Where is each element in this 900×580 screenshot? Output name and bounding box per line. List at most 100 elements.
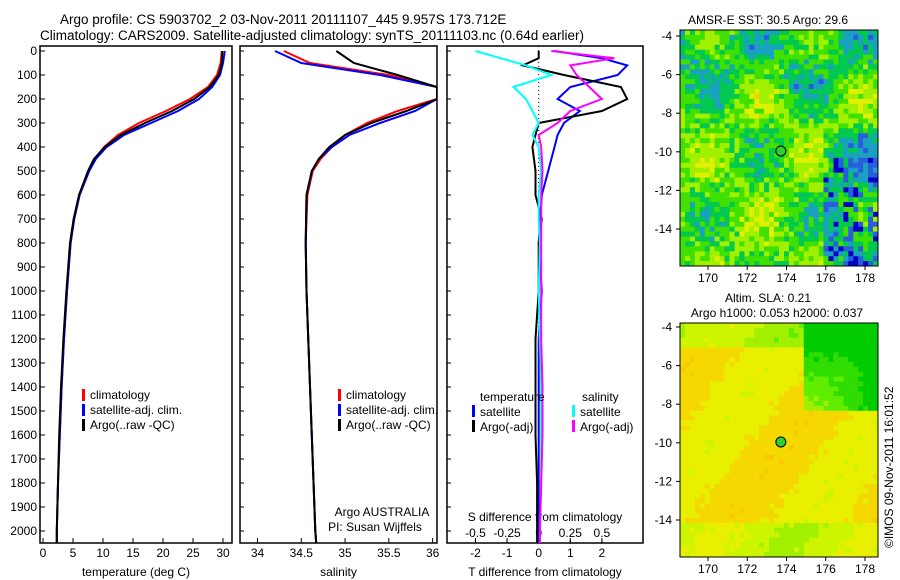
- heatmap-cell: [734, 69, 740, 75]
- heatmap-cell: [685, 527, 691, 534]
- heatmap-cell: [873, 138, 879, 144]
- heatmap-cell: [788, 182, 795, 188]
- heatmap-cell: [798, 89, 805, 95]
- heatmap-cell: [749, 211, 755, 218]
- heatmap-cell: [769, 30, 775, 36]
- heatmap-cell: [744, 474, 750, 480]
- heatmap-cell: [798, 347, 805, 353]
- heatmap-cell: [813, 410, 820, 417]
- heatmap-cell: [699, 449, 706, 456]
- heatmap-cell: [858, 483, 864, 490]
- heatmap-cell: [759, 444, 765, 451]
- heatmap-cell: [694, 211, 701, 218]
- heatmap-cell: [764, 488, 770, 495]
- heatmap-cell: [694, 527, 701, 534]
- heatmap-cell: [779, 430, 785, 436]
- heatmap-cell: [828, 508, 834, 514]
- heatmap-cell: [798, 332, 805, 339]
- heatmap-cell: [685, 172, 691, 178]
- heatmap-cell: [680, 386, 686, 392]
- heatmap-cell: [784, 518, 790, 524]
- heatmap-cell: [798, 261, 805, 267]
- heatmap-cell: [739, 396, 745, 402]
- heatmap-cell: [798, 518, 805, 524]
- heatmap-cell: [689, 357, 696, 363]
- heatmap-cell: [739, 103, 745, 110]
- heatmap-cell: [779, 381, 785, 387]
- heatmap-cell: [744, 64, 750, 70]
- heatmap-cell: [769, 226, 775, 233]
- heatmap-cell: [818, 391, 825, 397]
- heatmap-cell: [843, 366, 849, 373]
- heatmap-cell: [858, 405, 864, 412]
- heatmap-cell: [744, 89, 750, 95]
- heatmap-cell: [808, 327, 815, 334]
- heatmap-cell: [764, 197, 770, 203]
- heatmap-cell: [689, 522, 696, 529]
- heatmap-cell: [680, 64, 686, 70]
- heatmap-cell: [769, 148, 775, 154]
- heatmap-cell: [848, 391, 854, 397]
- heatmap-cell: [719, 123, 726, 129]
- heatmap-cell: [833, 59, 839, 65]
- heatmap-cell: [779, 527, 785, 534]
- heatmap-cell: [808, 93, 815, 100]
- heatmap-cell: [858, 69, 864, 75]
- heatmap-cell: [798, 84, 805, 90]
- heatmap-cell: [853, 59, 859, 65]
- heatmap-cell: [853, 30, 859, 36]
- heatmap-cell: [838, 30, 844, 36]
- heatmap-cell: [689, 547, 696, 553]
- heatmap-cell: [803, 108, 810, 115]
- heatmap-cell: [729, 327, 735, 334]
- heatmap-cell: [754, 542, 760, 548]
- y-tick-label: 800: [17, 236, 37, 250]
- heatmap-cell: [704, 211, 711, 218]
- heatmap-cell: [724, 34, 730, 41]
- heatmap-cell: [699, 542, 706, 548]
- heatmap-cell: [744, 172, 750, 178]
- heatmap-cell: [764, 211, 770, 218]
- heatmap-cell: [704, 34, 711, 41]
- heatmap-cell: [704, 323, 711, 329]
- heatmap-cell: [833, 162, 839, 169]
- legend-swatch: [82, 419, 85, 431]
- heatmap-cell: [833, 513, 839, 519]
- heatmap-cell: [848, 54, 854, 60]
- heatmap-cell: [769, 493, 775, 499]
- heatmap-cell: [813, 483, 820, 490]
- heatmap-cell: [863, 152, 869, 159]
- heatmap-cell: [848, 241, 854, 247]
- heatmap-cell: [680, 113, 686, 119]
- heatmap-cell: [739, 474, 745, 480]
- heatmap-cell: [843, 323, 849, 329]
- y-tick-label: -10: [655, 436, 673, 450]
- heatmap-cell: [759, 192, 765, 198]
- heatmap-cell: [828, 513, 834, 519]
- heatmap-cell: [685, 148, 691, 154]
- heatmap-cell: [813, 542, 820, 548]
- heatmap-cell: [863, 405, 869, 412]
- heatmap-cell: [719, 59, 726, 65]
- heatmap-cell: [863, 376, 869, 382]
- heatmap-cell: [853, 49, 859, 56]
- heatmap-cell: [848, 162, 854, 169]
- heatmap-cell: [848, 381, 854, 387]
- heatmap-cell: [719, 401, 726, 407]
- heatmap-cell: [788, 415, 795, 421]
- heatmap-cell: [833, 518, 839, 524]
- heatmap-cell: [808, 241, 815, 247]
- plot-frame: [446, 45, 644, 544]
- heatmap-cell: [828, 357, 834, 363]
- heatmap-cell: [754, 98, 760, 105]
- heatmap-cell: [833, 207, 839, 213]
- heatmap-cell: [764, 483, 770, 490]
- heatmap-cell: [873, 226, 879, 233]
- heatmap-cell: [739, 542, 745, 548]
- heatmap-cell: [853, 415, 859, 421]
- heatmap-cell: [680, 479, 686, 485]
- heatmap-cell: [694, 415, 701, 421]
- heatmap-cell: [838, 108, 844, 115]
- heatmap-cell: [868, 425, 874, 431]
- heatmap-cell: [828, 128, 834, 134]
